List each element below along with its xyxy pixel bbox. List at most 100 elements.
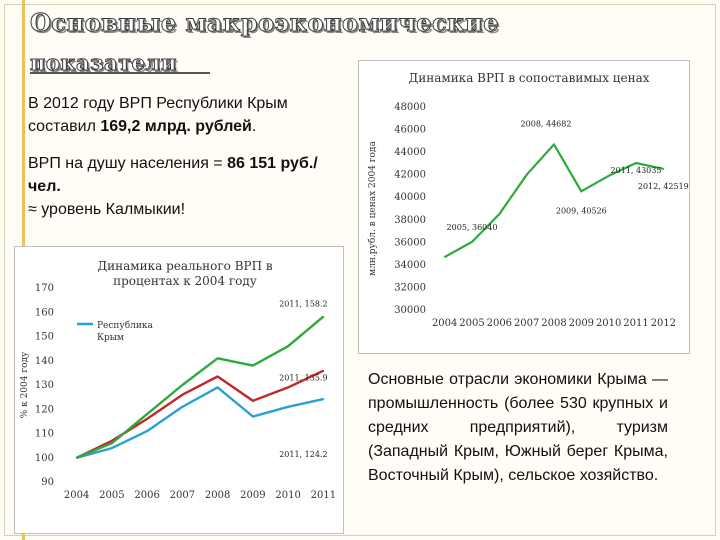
chart2-data-point [287, 406, 289, 408]
chart2-data-point [216, 375, 219, 378]
chart2-data-point [322, 369, 325, 372]
chart1-ytick-label: 40000 [394, 192, 426, 203]
chart2-data-point [252, 364, 254, 367]
chart1-data-point [498, 213, 501, 215]
slide-frame [4, 4, 716, 536]
chart1-ytick-label: 42000 [394, 170, 426, 181]
chart2-xtick-label: 2011 [311, 490, 336, 501]
slide-title-line2: показатели [30, 50, 177, 76]
chart1-xtick-label: 2009 [569, 318, 594, 329]
chart1-data-label: 2008, 44682 [521, 119, 572, 128]
real-grp-percent-chart: Динамика реального ВРП в процентах к 200… [14, 246, 344, 534]
grp-total-paragraph: В 2012 году ВРП Республики Крым составил… [28, 92, 338, 138]
chart2-data-point [322, 315, 325, 318]
chart1-data-point [662, 168, 665, 170]
chart2-data-point [146, 413, 148, 415]
chart2-xtick-label: 2009 [240, 490, 265, 501]
chart1-series-line [444, 143, 664, 258]
chart1-ytick-label: 32000 [394, 282, 426, 293]
chart2-legend-label: Республика [97, 320, 153, 331]
chart2-series-line [76, 369, 324, 459]
chart2-ytick-label: 140 [35, 356, 54, 367]
chart1-ytick-label: 30000 [394, 305, 426, 316]
grp-total-value: 169,2 млрд. рублей [100, 118, 252, 135]
chart2-xtick-label: 2010 [275, 490, 300, 501]
chart1-ylabel: млн.рубл. в ценах 2004 года [367, 141, 378, 276]
industries-text: Основные отрасли экономики Крыма — промы… [368, 371, 668, 484]
chart2-data-point [252, 399, 254, 402]
chart2-ytick-label: 130 [35, 380, 54, 391]
chart1-data-point [580, 190, 583, 193]
chart2-xtick-label: 2008 [205, 490, 230, 501]
chart1-ytick-label: 36000 [394, 237, 426, 248]
chart2-series-line [76, 315, 325, 459]
chart1-title: Динамика ВРП в сопоставимых ценах [408, 71, 650, 85]
chart2-data-point [252, 415, 254, 418]
chart1-xtick-label: 2012 [651, 318, 676, 329]
chart1-ytick-label: 44000 [394, 147, 426, 158]
chart1-data-label: 2011, 43035 [611, 166, 662, 175]
chart1-xtick-label: 2005 [459, 318, 484, 329]
chart2-ytick-label: 110 [35, 429, 54, 440]
chart2-ytick-label: 160 [35, 307, 54, 318]
chart1-xtick-label: 2004 [432, 318, 457, 329]
chart1-data-point [525, 173, 528, 176]
chart1-data-label: 2005, 36040 [447, 223, 498, 232]
chart2-data-point [322, 398, 325, 400]
chart2-legend-label-cont: Крым [97, 333, 124, 343]
slide-title-line1: Основные макроэкономические [29, 8, 500, 38]
chart2-xtick-label: 2006 [134, 490, 159, 501]
summary-text: В 2012 году ВРП Республики Крым составил… [28, 92, 338, 221]
chart1-data-point [471, 241, 473, 243]
chart2-title: Динамика реального ВРП в процентах к 200… [97, 259, 273, 288]
chart1-xtick-label: 2006 [487, 318, 512, 329]
chart1-xtick-label: 2008 [541, 318, 566, 329]
chart2-data-point [216, 357, 219, 360]
chart2-data-label: 2011, 158.2 [279, 300, 327, 309]
chart2-data-point [75, 456, 78, 459]
chart2-ytick-label: 90 [41, 477, 54, 488]
chart1-plot: 30000 32000 34000 36000 38000 40000 42000 44000… [367, 102, 689, 329]
grp-per-capita-paragraph: ВРП на душу населения = 86 151 руб./чел. [28, 152, 338, 198]
comparison-note: ≈ уровень Калмыкии! [28, 201, 186, 218]
chart2-data-point [181, 393, 184, 396]
chart2-xtick-label: 2007 [170, 490, 195, 501]
grp-dynamics-chart: Динамика ВРП в сопоставимых ценах 30000 3… [358, 60, 690, 354]
chart1-data-point [635, 162, 637, 164]
chart1-ytick-label: 46000 [394, 125, 426, 136]
chart2-data-point [146, 430, 148, 432]
chart1-data-point [443, 256, 446, 258]
chart1-ytick-label: 38000 [394, 215, 426, 226]
chart1-data-label: 2012, 42519 [638, 182, 689, 191]
chart1-data-label: 2009, 40526 [556, 206, 607, 215]
chart2-ylabel: % к 2004 году [20, 351, 30, 418]
chart2-ytick-label: 150 [35, 332, 54, 343]
chart1-xtick-label: 2007 [514, 318, 539, 329]
chart2-data-point [111, 442, 113, 444]
chart2-data-label: 2011, 124.2 [279, 450, 327, 459]
grp-total-suffix: . [251, 118, 257, 135]
grp-total-prefix: В 2012 году ВРП Республики Крым составил [28, 95, 288, 135]
chart2-plot: 90 100 110 120 130 140 150 160 170 2004 2005 2006 20… [20, 283, 336, 501]
chart1-data-point [607, 174, 610, 177]
chart2-ytick-label: 100 [35, 453, 54, 464]
chart2-series-line [76, 386, 324, 459]
chart2-data-point [111, 439, 113, 442]
chart2-xtick-label: 2005 [99, 490, 124, 501]
chart2-data-point [111, 447, 113, 449]
chart2-data-point [216, 386, 219, 389]
chart1-xtick-label: 2011 [623, 318, 648, 329]
chart1-ytick-label: 48000 [394, 102, 426, 113]
chart2-data-point [181, 384, 184, 386]
chart1-ytick-label: 34000 [394, 260, 426, 271]
chart2-ytick-label: 120 [35, 404, 54, 415]
chart1-data-point [553, 143, 555, 146]
grp-per-capita-value: 86 151 руб./чел. [28, 155, 318, 195]
chart2-data-point [181, 406, 184, 408]
chart2-xtick-label: 2004 [64, 490, 89, 501]
chart2-data-point [287, 386, 289, 389]
grp-per-capita-prefix: ВРП на душу населения = [28, 155, 228, 172]
chart1-xtick-label: 2010 [596, 318, 621, 329]
chart2-ytick-label: 170 [35, 283, 54, 294]
chart2-data-label: 2011, 135.9 [279, 374, 327, 383]
